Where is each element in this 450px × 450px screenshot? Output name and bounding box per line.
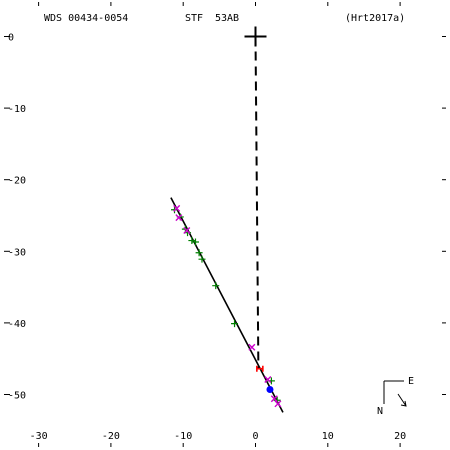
observation-x-point <box>270 395 278 403</box>
plot-marks <box>170 26 284 413</box>
observation-x-point <box>183 227 191 235</box>
observation-plus-point <box>195 249 203 257</box>
observation-plus-point <box>191 238 199 246</box>
axis-ticks: -30 -20 -10 0 10 20 0 -10 -20 -30 -40 -50 <box>4 2 446 447</box>
y-tick-label: -40 <box>8 319 26 330</box>
x-tick-label: 10 <box>322 431 334 442</box>
line-of-nodes <box>254 36 260 370</box>
x-tick-label: 0 <box>252 431 258 442</box>
observation-x-point <box>175 214 183 222</box>
y-tick-label: -30 <box>8 247 26 258</box>
pair-label: 53AB <box>215 13 239 24</box>
compass-east-label: E <box>408 376 414 387</box>
observation-x-point <box>248 343 256 351</box>
y-tick-label: -10 <box>8 104 26 115</box>
node-marker <box>256 365 264 372</box>
observation-x-point <box>264 375 272 383</box>
observation-x-point <box>173 204 181 212</box>
x-tick-label: -30 <box>30 431 48 442</box>
y-tick-label: 0 <box>8 33 14 44</box>
compass-north-label: N <box>377 406 383 417</box>
discoverer-code: STF <box>185 13 203 24</box>
observation-plus-point <box>188 237 196 245</box>
plot-frame <box>6 2 448 447</box>
reference-code: (Hrt2017a) <box>345 13 405 24</box>
observation-plus-point <box>231 320 239 328</box>
y-tick-label: -20 <box>8 176 26 187</box>
observation-x-point <box>274 400 282 408</box>
x-tick-label: -20 <box>102 431 120 442</box>
current-position-point <box>266 385 274 393</box>
motion-direction-arrow <box>397 393 407 407</box>
y-tick-label: -50 <box>8 391 26 402</box>
observation-plus-point <box>198 255 206 263</box>
compass: E N <box>377 376 414 417</box>
observation-plus-point <box>212 282 220 290</box>
x-tick-label: -10 <box>174 431 192 442</box>
x-tick-label: 20 <box>394 431 406 442</box>
wds-id: WDS 00434-0054 <box>44 13 128 24</box>
